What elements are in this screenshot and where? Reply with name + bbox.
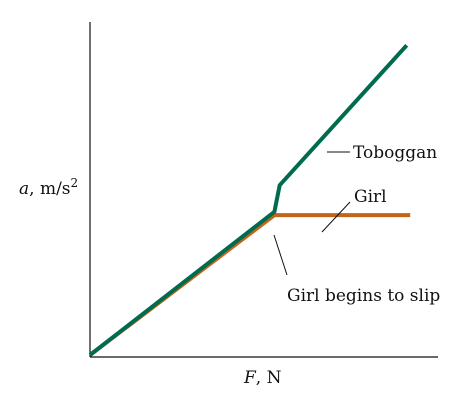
y-axis-exponent: 2 <box>71 176 79 190</box>
slip-leader-line <box>273 234 288 276</box>
y-axis-label: a, m/s2 <box>19 176 78 199</box>
x-axis-unit: , N <box>256 368 282 388</box>
x-axis-label: F, N <box>243 368 282 388</box>
x-axis-var: F <box>243 368 257 388</box>
y-axis-unit: , m/s <box>29 179 70 199</box>
series-label-toboggan: Toboggan <box>353 143 437 163</box>
series-label-girl: Girl <box>354 187 387 207</box>
girl-leader-line <box>321 201 351 233</box>
series-layer <box>88 43 411 357</box>
y-axis-var: a <box>19 179 29 199</box>
slip-annotation: Girl begins to slip <box>287 286 440 306</box>
series-line-toboggan <box>88 43 409 357</box>
